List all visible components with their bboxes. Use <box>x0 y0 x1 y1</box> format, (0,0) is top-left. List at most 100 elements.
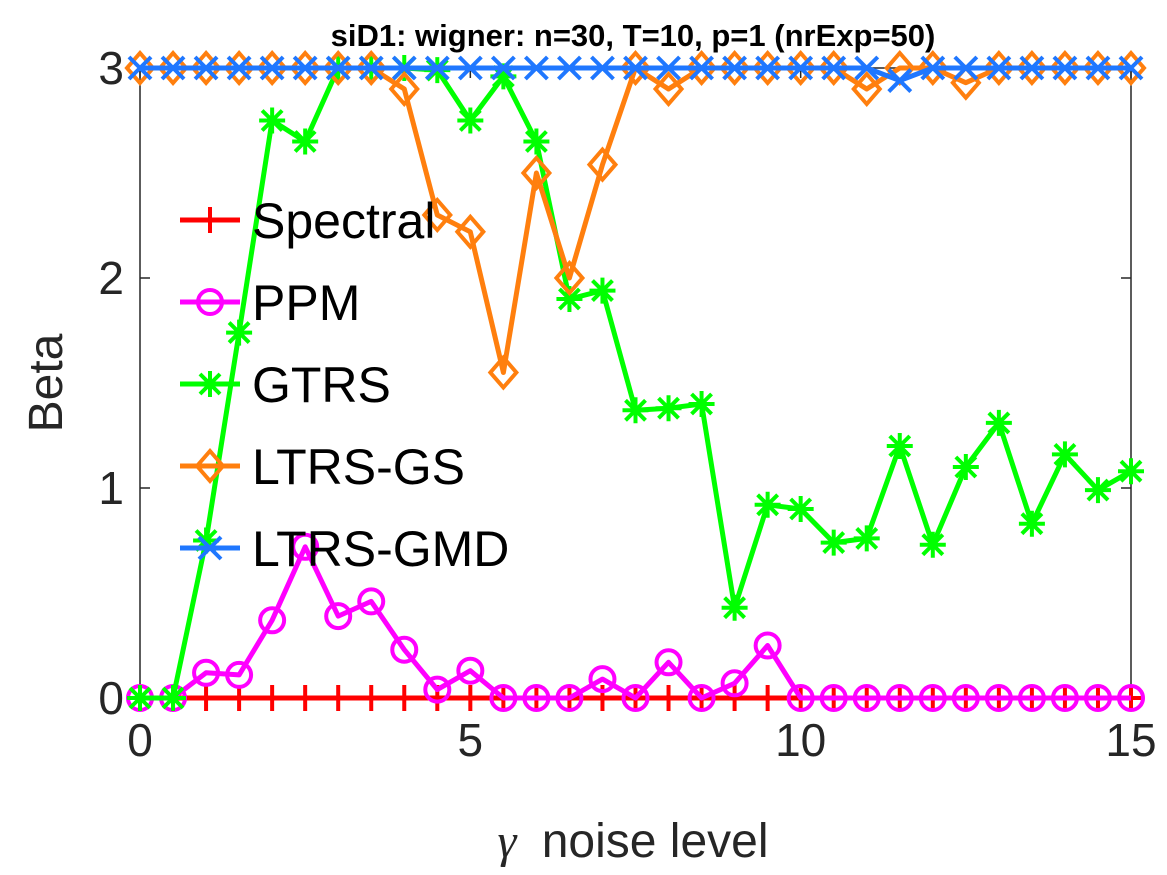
x-tick-label: 0 <box>127 714 153 766</box>
y-tick-label: 0 <box>98 672 124 724</box>
data-point-ltrs-gs <box>322 49 354 87</box>
data-point-ppm <box>588 665 617 694</box>
data-point-ltrs-gmd <box>391 55 417 81</box>
data-point-spectral <box>391 685 418 711</box>
data-point-ltrs-gmd <box>1019 55 1045 81</box>
x-axis-label: γ noise level <box>497 815 768 868</box>
series-ppm <box>126 532 1145 712</box>
x-axis-label-symbol: γ <box>497 815 517 868</box>
data-point-spectral <box>193 685 220 711</box>
legend-entry-gtrs: GTRS <box>180 357 391 413</box>
legend: Spectral PPM GTRS LTRS-GS LTRS-GMD <box>180 193 509 577</box>
data-point-gtrs <box>622 397 649 424</box>
data-point-gtrs <box>490 63 517 90</box>
legend-marker-ltrs-gmd <box>197 535 223 561</box>
data-point-ltrs-gmd <box>424 55 450 81</box>
data-point-gtrs <box>820 529 847 556</box>
data-point-gtrs <box>1084 477 1111 504</box>
legend-entry-ltrs-gs: LTRS-GS <box>180 439 465 495</box>
legend-marker-spectral <box>197 207 223 233</box>
data-point-ppm <box>984 684 1013 712</box>
data-point-spectral <box>754 685 781 711</box>
legend-label-ppm: PPM <box>252 275 360 331</box>
data-point-ltrs-gmd <box>755 55 781 81</box>
data-point-spectral <box>226 685 253 711</box>
data-point-ltrs-gs <box>851 70 883 108</box>
data-point-gtrs <box>952 454 979 480</box>
legend-entry-ppm: PPM <box>180 275 360 331</box>
data-point-spectral <box>259 685 286 711</box>
data-point-ppm <box>687 684 716 712</box>
data-point-ltrs-gmd <box>160 55 186 81</box>
data-point-ltrs-gs <box>289 49 321 87</box>
data-point-ltrs-gs <box>1115 49 1147 87</box>
data-point-ltrs-gs <box>388 70 420 108</box>
data-point-ppm <box>1117 684 1145 712</box>
legend-label-spectral: Spectral <box>252 193 435 249</box>
data-point-ltrs-gmd <box>1085 55 1111 81</box>
data-point-ltrs-gmd <box>689 55 714 81</box>
legend-marker-ppm <box>196 288 224 316</box>
data-point-ltrs-gmd <box>226 55 252 81</box>
data-point-ppm <box>753 631 782 660</box>
data-point-ltrs-gmd <box>490 55 516 81</box>
data-point-gtrs <box>886 433 913 459</box>
data-point-ltrs-gmd <box>953 55 979 81</box>
data-point-ltrs-gs <box>619 49 652 87</box>
data-point-ltrs-gs <box>1049 49 1081 87</box>
data-point-ltrs-gmd <box>854 55 880 81</box>
data-point-gtrs <box>1018 510 1045 537</box>
y-tick-label: 2 <box>98 252 124 304</box>
chart-title: siD1: wigner: n=30, T=10, p=1 (nrExp=50) <box>331 18 936 53</box>
data-point-ltrs-gs <box>818 49 850 87</box>
series-line-ppm <box>140 544 1131 701</box>
data-point-ltrs-gs <box>1016 49 1048 87</box>
data-point-spectral <box>721 685 748 711</box>
data-point-ltrs-gs <box>718 49 751 87</box>
data-point-ltrs-gs <box>785 49 817 87</box>
data-point-ppm <box>225 660 254 689</box>
data-point-ppm <box>621 684 650 712</box>
data-point-ltrs-gmd <box>292 55 318 81</box>
series-gtrs <box>127 55 1144 711</box>
data-point-ppm <box>423 675 452 704</box>
data-point-ltrs-gs <box>190 49 222 87</box>
data-point-gtrs <box>688 391 715 417</box>
data-point-ltrs-gs <box>553 259 586 297</box>
data-point-ltrs-gs <box>157 49 189 87</box>
data-point-ltrs-gmd <box>590 55 615 81</box>
data-point-ltrs-gmd <box>127 55 153 81</box>
data-point-ltrs-gmd <box>523 55 549 81</box>
data-point-ltrs-gs <box>124 49 156 87</box>
data-point-ltrs-gs <box>983 49 1015 87</box>
data-point-ppm <box>489 684 518 712</box>
data-point-gtrs <box>193 527 220 554</box>
data-point-ltrs-gs <box>1082 49 1114 87</box>
data-point-ppm <box>357 587 386 616</box>
legend-label-ltrs-gs: LTRS-GS <box>252 439 465 495</box>
data-point-spectral <box>325 685 352 711</box>
data-point-ltrs-gs <box>355 49 387 87</box>
y-tick-label: 3 <box>98 42 124 94</box>
data-point-ltrs-gmd <box>656 55 681 81</box>
legend-marker-ltrs-gs <box>194 447 226 485</box>
data-point-ppm <box>1017 684 1046 712</box>
data-point-ltrs-gs <box>256 49 288 87</box>
data-point-ppm <box>390 635 419 664</box>
data-point-gtrs <box>226 319 253 346</box>
data-point-ltrs-gmd <box>623 55 648 81</box>
data-point-ltrs-gs <box>421 196 453 234</box>
data-point-ltrs-gs <box>586 146 619 183</box>
data-point-ppm <box>324 602 353 631</box>
data-point-gtrs <box>655 395 682 422</box>
x-tick-label: 15 <box>1105 714 1156 766</box>
series-layer <box>124 49 1147 712</box>
data-point-ltrs-gs <box>223 49 255 87</box>
data-point-ppm <box>522 684 551 712</box>
legend-entry-spectral: Spectral <box>180 193 435 249</box>
data-point-gtrs <box>919 531 946 558</box>
data-point-ppm <box>1050 684 1079 712</box>
series-ltrs-gmd <box>127 55 1144 94</box>
data-point-ltrs-gs <box>685 49 718 87</box>
